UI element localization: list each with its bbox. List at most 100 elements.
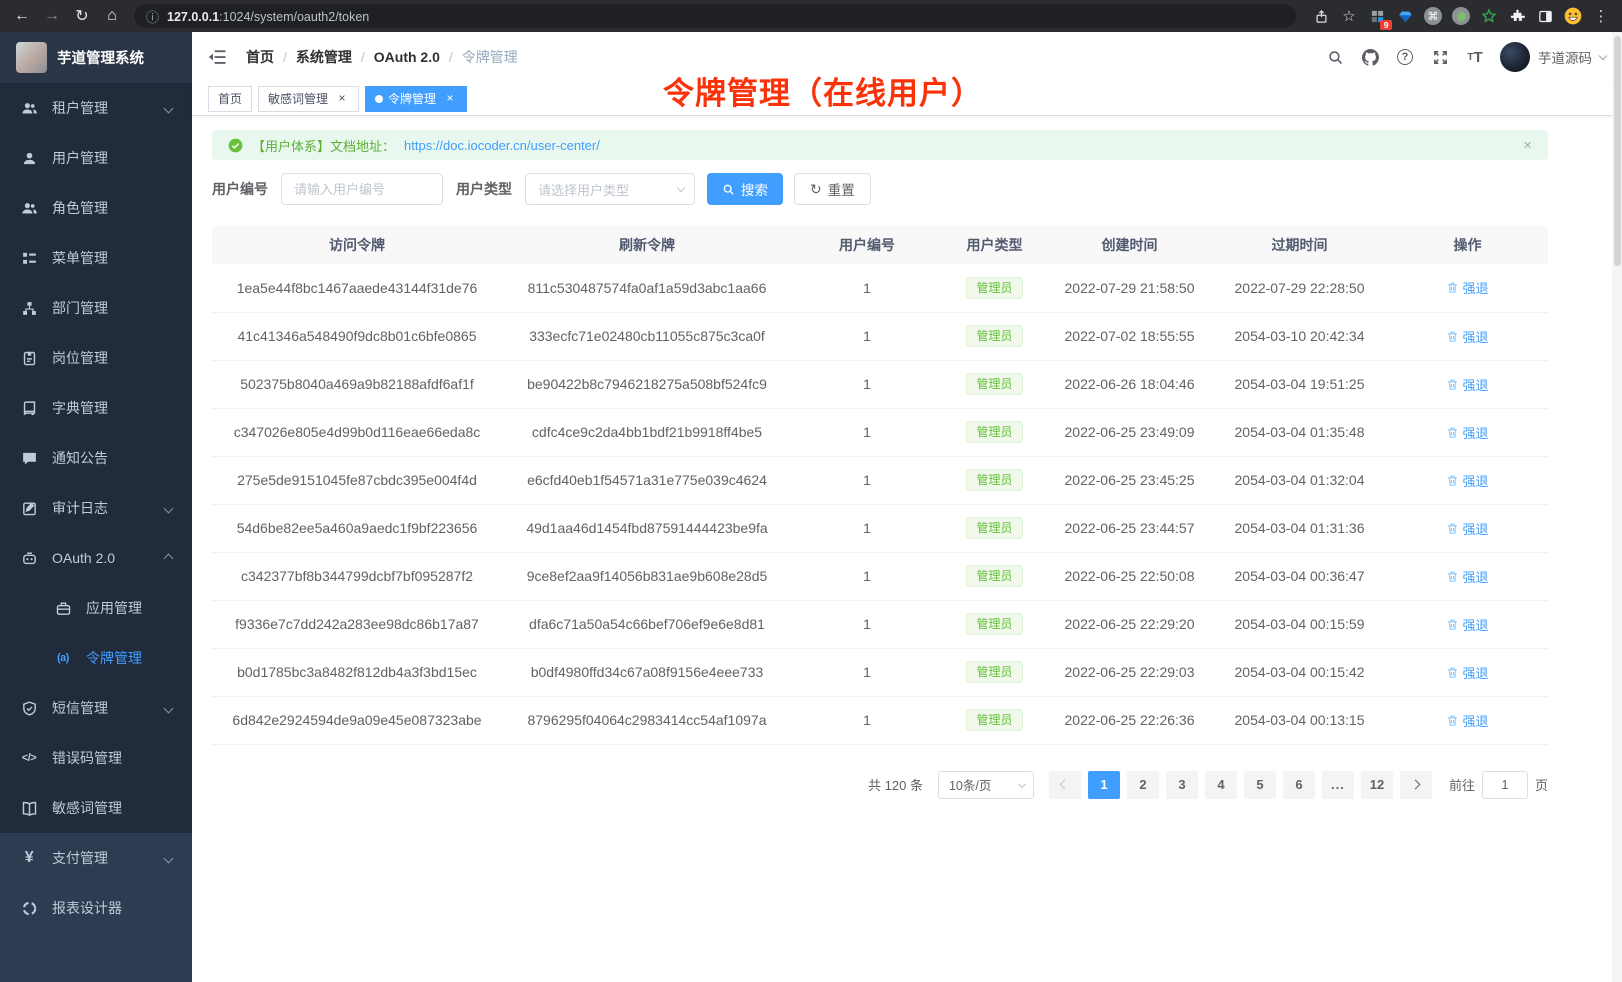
fullscreen-icon[interactable]: [1430, 47, 1450, 67]
browser-home-button[interactable]: ⌂: [107, 7, 117, 24]
page-more-button[interactable]: ...: [1321, 770, 1354, 799]
user-type-select[interactable]: 请选择用户类型: [525, 173, 695, 205]
sidebar-item-label: 租户管理: [52, 100, 108, 116]
sidebar-bottom: ¥ 支付管理 报表设计器: [0, 833, 192, 982]
tab-home[interactable]: 首页: [208, 85, 253, 112]
user-id-input[interactable]: [281, 173, 443, 205]
extension-badge: 9: [1380, 19, 1392, 30]
share-icon[interactable]: [1310, 5, 1332, 27]
user-type-badge: 管理员: [966, 276, 1023, 299]
force-logout-button[interactable]: 强退: [1446, 375, 1489, 394]
table-body: 1ea5e44f8bc1467aaede43144f31de76 811c5304…: [212, 264, 1548, 745]
page-button-1[interactable]: 1: [1087, 770, 1120, 799]
force-logout-button[interactable]: 强退: [1446, 423, 1489, 442]
browser-reload-button[interactable]: ↻: [75, 8, 89, 25]
browser-back-button[interactable]: ←: [14, 7, 30, 24]
github-icon[interactable]: [1360, 47, 1380, 67]
cell-user-id: 1: [792, 600, 942, 649]
sidebar-item-error-code[interactable]: </> 错误码管理: [0, 733, 192, 783]
page-button-3[interactable]: 3: [1165, 770, 1198, 799]
cell-expire-time: 2054-03-04 01:31:36: [1212, 504, 1387, 553]
sidebar-item-role[interactable]: 角色管理: [0, 183, 192, 233]
reset-button[interactable]: ↻ 重置: [794, 173, 871, 205]
extension-command-icon[interactable]: ⌘: [1422, 5, 1444, 27]
page-button-2[interactable]: 2: [1126, 770, 1159, 799]
page-size-select[interactable]: 10条/页: [937, 770, 1034, 799]
page-button-6[interactable]: 6: [1282, 770, 1315, 799]
help-icon[interactable]: ?: [1395, 47, 1415, 67]
page-button-4[interactable]: 4: [1204, 770, 1237, 799]
browser-forward-button[interactable]: →: [44, 7, 60, 24]
sidebar-item-oauth2-token[interactable]: (a) 令牌管理: [0, 633, 192, 683]
split-screen-icon[interactable]: [1534, 5, 1556, 27]
yen-icon: ¥: [24, 849, 34, 866]
extension-grid-icon[interactable]: 9: [1366, 5, 1392, 30]
tab-token[interactable]: 令牌管理 ×: [365, 85, 468, 112]
cell-expire-time: 2054-03-04 00:36:47: [1212, 552, 1387, 601]
sidebar-item-user[interactable]: 用户管理: [0, 133, 192, 183]
prev-page-button[interactable]: [1048, 770, 1081, 799]
goto-page-input[interactable]: [1481, 770, 1528, 799]
extension-gem-icon[interactable]: [1394, 5, 1416, 27]
breadcrumb-system[interactable]: 系统管理: [295, 49, 352, 65]
force-logout-button[interactable]: 强退: [1446, 471, 1489, 490]
sidebar-item-oauth2[interactable]: OAuth 2.0: [0, 533, 192, 583]
browser-menu-icon[interactable]: ⋮: [1593, 8, 1609, 25]
user-menu[interactable]: 芋道源码: [1500, 42, 1608, 72]
search-button[interactable]: 搜索: [707, 173, 783, 205]
extension-record-icon[interactable]: [1450, 5, 1472, 27]
sidebar-item-sms[interactable]: 短信管理: [0, 683, 192, 733]
force-logout-button[interactable]: 强退: [1446, 278, 1489, 297]
scrollbar-thumb[interactable]: [1613, 36, 1621, 266]
page-button-12[interactable]: 12: [1360, 770, 1393, 799]
breadcrumb-oauth2[interactable]: OAuth 2.0: [373, 49, 440, 65]
breadcrumb-home[interactable]: 首页: [246, 49, 274, 65]
cell-access-token: b0d1785bc3a8482f812db4a3f3bd15ec: [212, 648, 502, 697]
browser-address-bar[interactable]: ⓘ 127.0.0.1:1024/system/oauth2/token: [134, 4, 1296, 28]
extensions-puzzle-icon[interactable]: [1506, 5, 1528, 27]
sidebar-item-notice[interactable]: 通知公告: [0, 433, 192, 483]
user-type-placeholder: 请选择用户类型: [538, 182, 630, 198]
sidebar-item-oauth2-app[interactable]: 应用管理: [0, 583, 192, 633]
cell-access-token: 1ea5e44f8bc1467aaede43144f31de76: [212, 264, 502, 313]
next-page-button[interactable]: [1399, 770, 1432, 799]
doc-alert: 【用户体系】文档地址： https://doc.iocoder.cn/user-…: [212, 130, 1548, 160]
sidebar-item-audit-log[interactable]: 审计日志: [0, 483, 192, 533]
sidebar-item-dict[interactable]: 字典管理: [0, 383, 192, 433]
page-scrollbar[interactable]: [1612, 32, 1622, 982]
bookmark-star-icon[interactable]: ☆: [1342, 8, 1356, 25]
sidebar-item-dept[interactable]: 部门管理: [0, 283, 192, 333]
doc-link[interactable]: https://doc.iocoder.cn/user-center/: [404, 137, 600, 153]
force-logout-button[interactable]: 强退: [1446, 519, 1489, 538]
page-button-5[interactable]: 5: [1243, 770, 1276, 799]
tab-sensitive-word[interactable]: 敏感词管理 ×: [258, 85, 360, 112]
tab-close-icon[interactable]: ×: [446, 90, 454, 105]
sidebar-item-post[interactable]: 岗位管理: [0, 333, 192, 383]
user-type-badge: 管理员: [966, 517, 1023, 539]
force-logout-button[interactable]: 强退: [1446, 327, 1489, 346]
sidebar-item-pay[interactable]: ¥ 支付管理: [0, 833, 192, 883]
sidebar-item-tenant[interactable]: 租户管理: [0, 83, 192, 133]
sidebar-collapse-icon[interactable]: [208, 46, 230, 68]
header-search-icon[interactable]: [1325, 47, 1345, 67]
profile-avatar-icon[interactable]: [1562, 5, 1584, 27]
sidebar: 芋道管理系统 租户管理用户管理 角色管理 菜单管理 部门管理 岗位管理 字典管理通知公告审…: [0, 32, 192, 982]
force-logout-button[interactable]: 强退: [1446, 567, 1489, 586]
sidebar-item-report[interactable]: 报表设计器: [0, 883, 192, 933]
extension-star-icon[interactable]: [1478, 5, 1500, 27]
sidebar-item-sensitive-word[interactable]: 敏感词管理: [0, 783, 192, 833]
col-user-id: 用户编号: [792, 226, 942, 264]
chevron-down-icon: [1598, 51, 1608, 60]
page-info-icon[interactable]: ⓘ: [146, 9, 160, 25]
force-logout-button[interactable]: 强退: [1446, 711, 1489, 730]
tab-close-icon[interactable]: ×: [338, 90, 346, 105]
sidebar-item-menu[interactable]: 菜单管理: [0, 233, 192, 283]
sidebar-item-label: 通知公告: [52, 450, 108, 466]
col-actions: 操作: [1387, 226, 1548, 264]
force-logout-button[interactable]: 强退: [1446, 663, 1489, 682]
token-a-icon: (a): [57, 652, 69, 664]
app-logo[interactable]: 芋道管理系统: [0, 32, 192, 83]
force-logout-button[interactable]: 强退: [1446, 615, 1489, 634]
alert-close-icon[interactable]: ×: [1523, 136, 1532, 154]
